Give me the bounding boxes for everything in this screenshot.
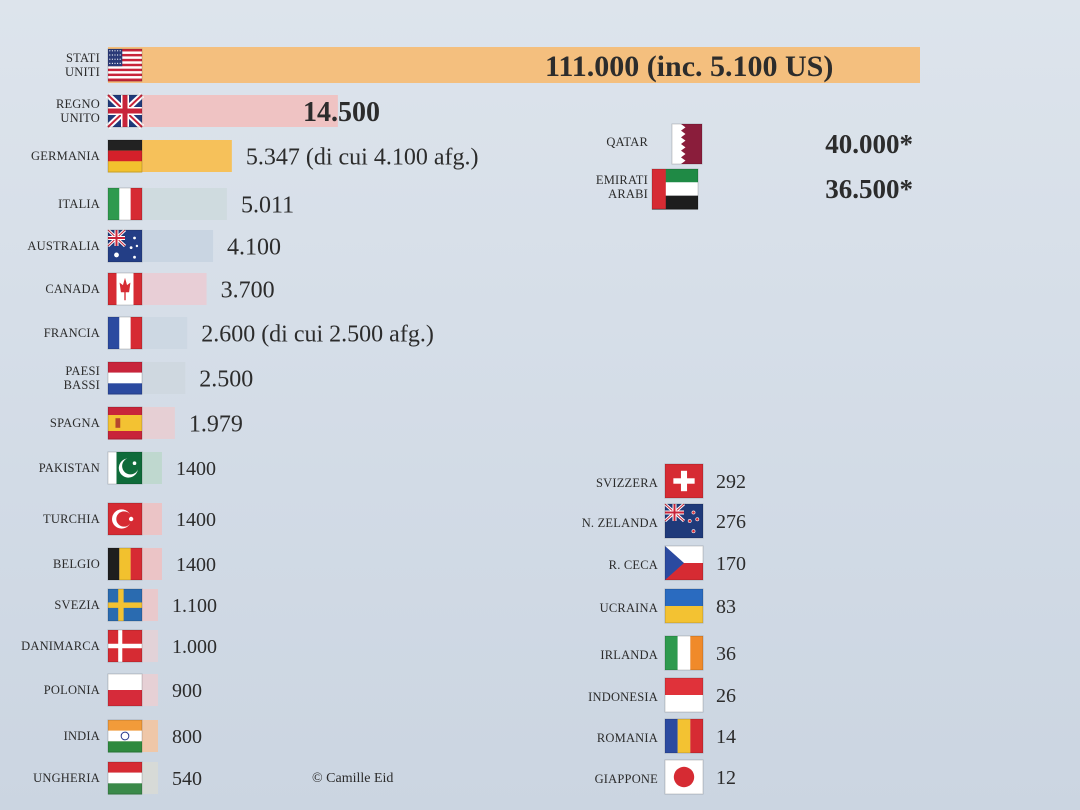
value-label-ireland: 36 [716, 643, 736, 665]
italy-flag [107, 187, 143, 221]
value-label-netherlands: 2.500 [199, 367, 253, 393]
country-label-romania: ROMANIA [597, 731, 658, 745]
country-label-new-zealand: N. ZELANDA [582, 516, 658, 530]
value-label-italy: 5.011 [241, 193, 294, 219]
australia-flag [106, 228, 143, 263]
country-label-italy: ITALIA [58, 197, 100, 211]
bar-uk [108, 95, 338, 127]
value-label-new-zealand: 276 [716, 511, 746, 533]
canada-flag [107, 272, 143, 306]
value-label-japan: 12 [716, 767, 736, 789]
value-label-france: 2.600 (di cui 2.500 afg.) [201, 322, 434, 348]
turkey-flag [107, 502, 143, 536]
country-label-uae: EMIRATI ARABI [596, 173, 648, 201]
uae-flag [651, 168, 699, 210]
czech-flag [664, 545, 704, 581]
germany-flag [107, 139, 143, 173]
netherlands-flag [107, 361, 143, 395]
country-label-uk: REGNO UNITO [56, 97, 100, 125]
country-label-czech: R. CECA [609, 558, 658, 572]
value-label-romania: 14 [716, 726, 736, 748]
france-flag [107, 316, 143, 350]
credit-text: © Camille Eid [312, 771, 393, 786]
country-label-hungary: UNGHERIA [33, 771, 100, 785]
country-label-ukraine: UCRAINA [600, 601, 658, 615]
value-label-poland: 900 [172, 680, 202, 702]
country-label-sweden: SVEZIA [54, 598, 100, 612]
spain-flag [107, 406, 143, 440]
value-label-pakistan: 1400 [176, 458, 216, 480]
country-label-japan: GIAPPONE [595, 772, 659, 786]
value-label-canada: 3.700 [221, 278, 275, 304]
country-label-denmark: DANIMARCA [21, 639, 100, 653]
value-label-ukraine: 83 [716, 596, 736, 618]
country-label-us: STATI UNITI [65, 51, 100, 79]
ireland-flag [664, 635, 704, 671]
country-label-pakistan: PAKISTAN [39, 461, 100, 475]
country-label-ireland: IRLANDA [600, 648, 658, 662]
romania-flag [664, 718, 704, 754]
value-label-turkey: 1400 [176, 509, 216, 531]
ukraine-flag [664, 588, 704, 624]
value-label-czech: 170 [716, 553, 746, 575]
hungary-flag [107, 761, 143, 795]
value-label-spain: 1.979 [189, 412, 243, 438]
value-label-denmark: 1.000 [172, 636, 217, 658]
country-label-switzerland: SVIZZERA [596, 476, 658, 490]
value-label-switzerland: 292 [716, 471, 746, 493]
value-label-india: 800 [172, 726, 202, 748]
value-label-belgium: 1400 [176, 554, 216, 576]
value-label-sweden: 1.100 [172, 595, 217, 617]
uk-flag [105, 92, 145, 130]
sweden-flag [107, 588, 143, 622]
value-label-germany: 5.347 (di cui 4.100 afg.) [246, 145, 479, 171]
value-label-indonesia: 26 [716, 685, 736, 707]
value-label-us: 111.000 (inc. 5.100 US) [545, 50, 833, 83]
new-zealand-flag [663, 502, 704, 539]
india-flag [107, 719, 143, 753]
denmark-flag [107, 629, 143, 663]
bar-us [108, 47, 920, 83]
country-label-poland: POLONIA [44, 683, 100, 697]
switzerland-flag [664, 463, 704, 499]
pakistan-flag [107, 451, 143, 485]
japan-flag [664, 759, 704, 795]
country-label-qatar: QATAR [606, 135, 648, 149]
country-label-belgium: BELGIO [53, 557, 100, 571]
country-label-netherlands: PAESI BASSI [64, 364, 100, 392]
country-label-australia: AUSTRALIA [27, 239, 100, 253]
indonesia-flag [664, 677, 704, 713]
value-label-uk: 14.500 [303, 97, 380, 128]
belgium-flag [107, 547, 143, 581]
value-label-hungary: 540 [172, 768, 202, 790]
country-label-indonesia: INDONESIA [588, 690, 658, 704]
value-label-australia: 4.100 [227, 235, 281, 261]
qatar-flag [671, 123, 703, 165]
country-label-canada: CANADA [45, 282, 100, 296]
country-label-india: INDIA [64, 729, 100, 743]
value-label-qatar: 40.000* [825, 129, 913, 159]
country-label-france: FRANCIA [44, 326, 100, 340]
poland-flag [107, 673, 143, 707]
value-label-uae: 36.500* [825, 174, 913, 204]
country-label-turkey: TURCHIA [43, 512, 100, 526]
us-flag [107, 48, 143, 82]
country-label-germany: GERMANIA [31, 149, 100, 163]
country-label-spain: SPAGNA [50, 416, 100, 430]
